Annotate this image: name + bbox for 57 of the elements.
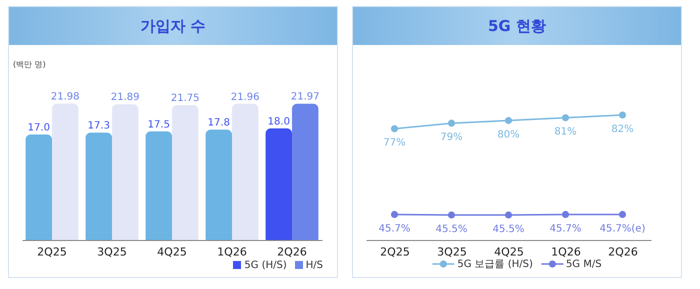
legend-label: 5G M/S — [566, 258, 602, 270]
point — [504, 211, 512, 219]
text: (백만 명) — [13, 59, 46, 70]
data-label: 45.7% — [378, 223, 410, 234]
point — [562, 210, 570, 218]
x-tick-label: 2Q26 — [277, 246, 307, 258]
legend-label: 5G 보급률 (H/S) — [457, 259, 533, 270]
bar — [86, 132, 112, 240]
data-label: 21.97 — [290, 92, 320, 103]
bar — [292, 104, 318, 240]
chart-title: 5G 현황 — [353, 7, 681, 45]
point — [448, 120, 456, 127]
data-label: 77% — [383, 138, 406, 149]
data-label: 45.5% — [492, 224, 524, 235]
bar — [146, 131, 172, 240]
data-label: 79% — [440, 132, 463, 144]
data-label: 17.5 — [148, 119, 170, 130]
data-label: 21.75 — [170, 93, 200, 104]
point — [390, 125, 398, 132]
data-label: 45.7% — [550, 223, 582, 234]
data-label: 81% — [554, 126, 577, 138]
legend-label: 5G (H/S) — [244, 260, 287, 271]
data-label: 80% — [497, 129, 520, 140]
data-label: 45.7%(e) — [600, 223, 646, 234]
data-label: 21.98 — [50, 92, 80, 103]
point — [618, 210, 626, 218]
x-tick-label: 4Q25 — [494, 246, 524, 258]
x-tick-label: 3Q25 — [437, 246, 467, 258]
x-tick-label: 2Q25 — [380, 246, 410, 258]
x-tick-label: 3Q25 — [97, 246, 127, 258]
bar — [26, 134, 52, 240]
data-label: 17.3 — [88, 120, 110, 132]
bar — [206, 130, 232, 240]
x-tick-label: 1Q26 — [551, 246, 581, 258]
bar — [112, 104, 138, 240]
data-label: 17.0 — [28, 122, 50, 134]
point — [618, 111, 626, 119]
data-label: 18.0 — [268, 116, 290, 128]
point — [504, 116, 512, 124]
data-label: 21.96 — [230, 92, 260, 103]
data-label: 21.89 — [110, 92, 140, 104]
chart-title: 가입자 수 — [9, 7, 337, 45]
legend-label: H/S — [306, 260, 323, 271]
bar — [52, 104, 78, 240]
bar — [266, 128, 292, 240]
data-label: 45.5% — [436, 224, 468, 235]
bar — [232, 104, 258, 240]
x-tick-label: 2Q26 — [608, 246, 638, 258]
data-label: 82% — [611, 124, 634, 135]
bar — [172, 105, 198, 240]
point — [390, 210, 398, 218]
point — [562, 114, 570, 122]
point — [448, 211, 456, 219]
x-tick-label: 4Q25 — [157, 246, 187, 258]
data-label: 17.8 — [208, 118, 230, 129]
x-tick-label: 2Q25 — [37, 246, 67, 258]
x-tick-label: 1Q26 — [217, 246, 247, 258]
